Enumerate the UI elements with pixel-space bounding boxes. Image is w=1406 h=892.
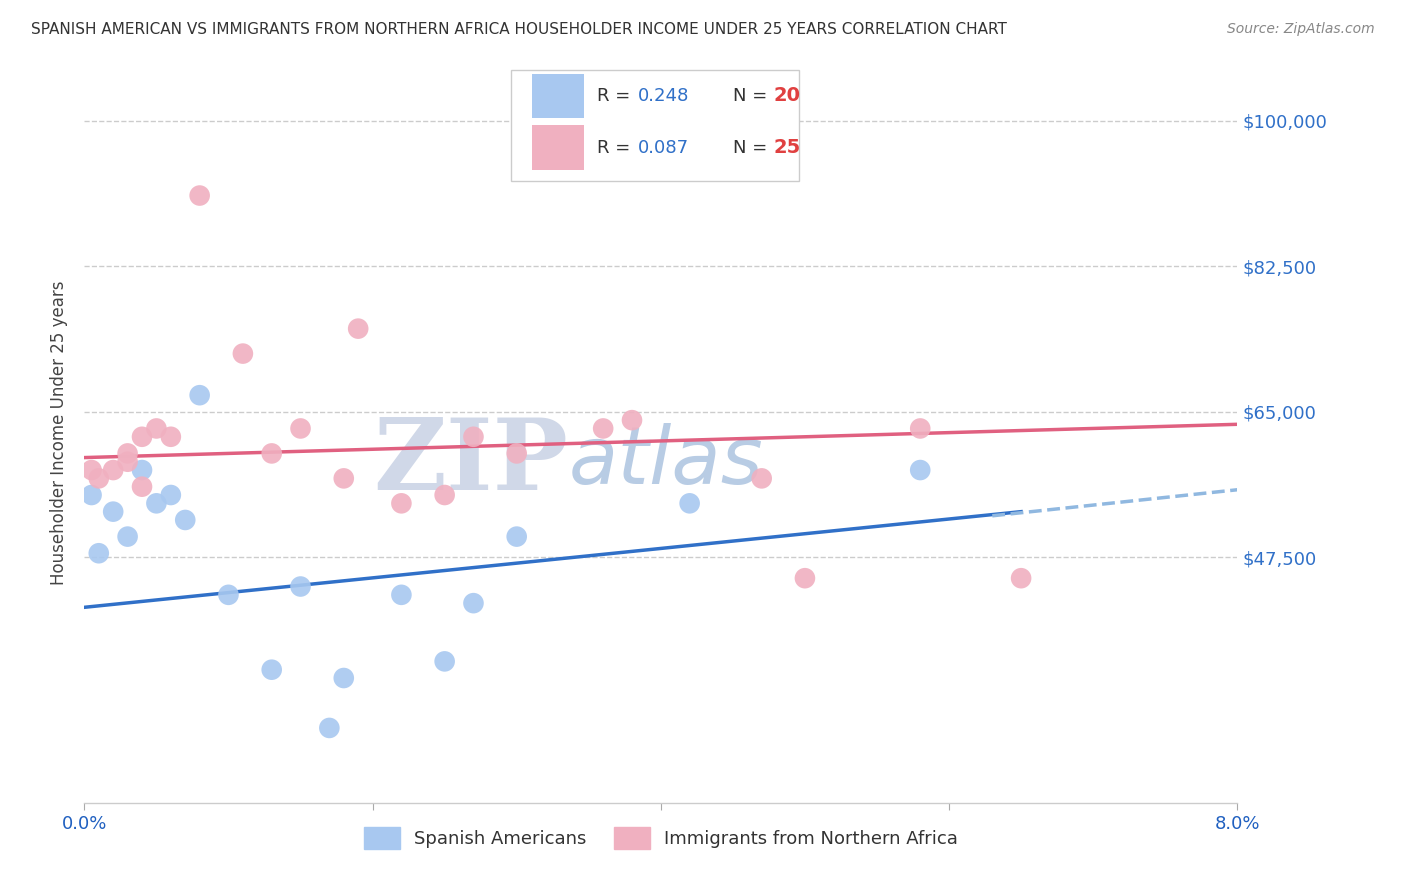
- Point: [188, 388, 211, 402]
- Point: [131, 430, 153, 444]
- Point: [463, 430, 485, 444]
- Point: [463, 596, 485, 610]
- Y-axis label: Householder Income Under 25 years: Householder Income Under 25 years: [51, 280, 69, 585]
- Text: 25: 25: [773, 138, 801, 157]
- Text: Source: ZipAtlas.com: Source: ZipAtlas.com: [1227, 22, 1375, 37]
- Point: [80, 488, 103, 502]
- Point: [333, 471, 356, 485]
- Point: [103, 505, 124, 519]
- Point: [87, 546, 110, 560]
- Point: [131, 463, 153, 477]
- Text: atlas: atlas: [568, 423, 763, 501]
- Point: [260, 446, 283, 460]
- Point: [679, 496, 702, 510]
- Point: [232, 346, 254, 360]
- Text: 0.087: 0.087: [638, 138, 689, 157]
- Point: [145, 496, 167, 510]
- Text: R =: R =: [598, 138, 637, 157]
- Point: [910, 421, 932, 435]
- Point: [117, 530, 139, 544]
- Point: [87, 471, 110, 485]
- Text: 20: 20: [773, 87, 801, 105]
- Point: [433, 654, 456, 668]
- Point: [592, 421, 614, 435]
- FancyBboxPatch shape: [531, 126, 583, 169]
- Point: [751, 471, 773, 485]
- Point: [80, 463, 103, 477]
- Point: [117, 455, 139, 469]
- Point: [1010, 571, 1032, 585]
- Text: ZIP: ZIP: [374, 414, 568, 511]
- Legend: Spanish Americans, Immigrants from Northern Africa: Spanish Americans, Immigrants from North…: [356, 821, 966, 856]
- Point: [160, 430, 183, 444]
- Point: [347, 321, 370, 335]
- Point: [333, 671, 356, 685]
- Point: [260, 663, 283, 677]
- Text: R =: R =: [598, 87, 637, 104]
- Text: N =: N =: [734, 138, 773, 157]
- Point: [188, 188, 211, 202]
- Point: [174, 513, 197, 527]
- Point: [391, 588, 413, 602]
- Point: [506, 530, 529, 544]
- Point: [621, 413, 644, 427]
- Point: [218, 588, 240, 602]
- Text: 0.248: 0.248: [638, 87, 689, 104]
- Point: [117, 446, 139, 460]
- FancyBboxPatch shape: [510, 70, 799, 181]
- Point: [794, 571, 817, 585]
- Point: [910, 463, 932, 477]
- Point: [290, 421, 312, 435]
- FancyBboxPatch shape: [531, 73, 583, 118]
- Point: [391, 496, 413, 510]
- Point: [318, 721, 340, 735]
- Point: [290, 580, 312, 594]
- Point: [506, 446, 529, 460]
- Point: [131, 480, 153, 494]
- Text: N =: N =: [734, 87, 773, 104]
- Point: [145, 421, 167, 435]
- Point: [103, 463, 124, 477]
- Text: SPANISH AMERICAN VS IMMIGRANTS FROM NORTHERN AFRICA HOUSEHOLDER INCOME UNDER 25 : SPANISH AMERICAN VS IMMIGRANTS FROM NORT…: [31, 22, 1007, 37]
- Point: [160, 488, 183, 502]
- Point: [433, 488, 456, 502]
